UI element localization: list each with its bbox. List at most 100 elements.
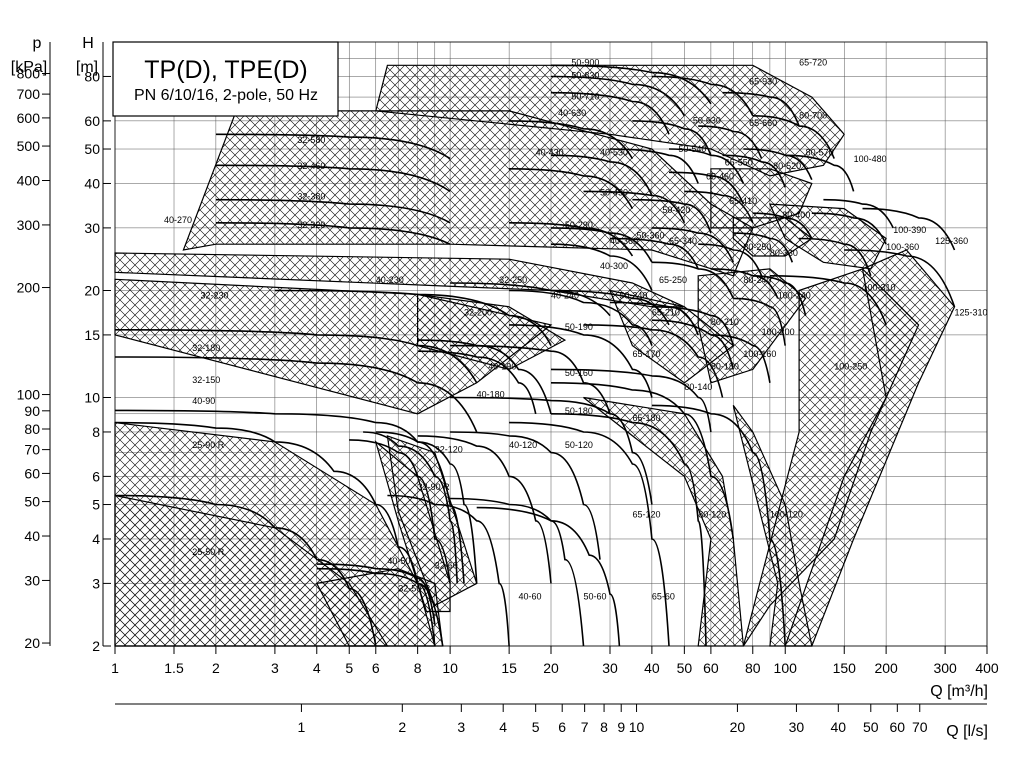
q-tick-label: 3 — [271, 660, 279, 676]
pump-curve — [550, 154, 653, 196]
h-tick-label: 10 — [84, 390, 100, 406]
chart-title: TP(D), TPE(D) — [144, 56, 307, 84]
curve-label: 65-460 — [706, 172, 734, 182]
curve-label: 65-180 — [632, 413, 660, 423]
curve-labels: 50-900 50-830 50-710 40-630 65-930 65-720 80-7… — [164, 57, 988, 601]
pump-curve — [862, 207, 956, 251]
curve-label: 100-160 — [743, 349, 776, 359]
pump-curve — [509, 289, 653, 346]
pump-curve — [710, 334, 771, 383]
title-box: TP(D), TPE(D) PN 6/10/16, 2-pole, 50 Hz — [112, 41, 339, 117]
ls-tick-label: 5 — [532, 719, 540, 735]
q-tick-label: 400 — [975, 660, 999, 676]
y-axis-title: H — [82, 35, 94, 52]
p-tick-label: 300 — [17, 217, 41, 233]
curve-label: 32-150 — [192, 375, 220, 385]
curve-label: 32-380 — [297, 192, 325, 202]
h-tick-label: 2 — [92, 638, 100, 654]
curve-label: 50-190 — [565, 322, 593, 332]
pump-curve — [114, 421, 436, 647]
pump-curve — [349, 439, 451, 584]
p-tick-label: 90 — [24, 403, 40, 419]
pump-curve — [550, 382, 735, 540]
pump-curve — [583, 324, 724, 398]
pump-curve — [799, 237, 872, 277]
hatched-region — [583, 396, 745, 647]
ls-tick-label: 2 — [398, 719, 406, 735]
ls-tick-label: 3 — [457, 719, 465, 735]
pump-curve — [769, 275, 887, 326]
curve-label: 40-180 — [477, 390, 505, 400]
pump-curve — [550, 64, 712, 105]
chart-subtitle: PN 6/10/16, 2-pole, 50 Hz — [134, 87, 318, 104]
ls-tick-label: 8 — [600, 719, 608, 735]
curve-label: 100-310 — [862, 282, 895, 292]
pump-curve — [450, 431, 601, 560]
h-tick-label: 40 — [84, 175, 100, 191]
curve-label: 25-50 R — [192, 547, 225, 557]
q-tick-label: 80 — [745, 660, 761, 676]
curve-label: 32-230 — [201, 290, 229, 300]
hatched-region — [732, 405, 813, 647]
curve-label: 100-250 — [834, 361, 867, 371]
h-tick-label: 15 — [84, 327, 100, 343]
ls-tick-label: 40 — [831, 719, 847, 735]
q-tick-label: 4 — [313, 660, 321, 676]
curve-label: 100-240 — [778, 290, 811, 300]
curve-label: 100-480 — [854, 154, 887, 164]
curve-label: 65-930 — [749, 76, 777, 86]
pump-curve — [509, 168, 634, 209]
curve-label: 40-190 — [488, 361, 516, 371]
pump-curve — [823, 198, 894, 229]
pump-curve — [550, 368, 712, 433]
ls-tick-label: 10 — [629, 719, 645, 735]
curve-label: 65-120 — [632, 509, 660, 519]
pump-curve — [509, 120, 634, 160]
pump-curve — [651, 75, 754, 117]
curve-label: 40-530 — [600, 147, 628, 157]
curve-label: 32-250 — [499, 275, 527, 285]
hatched-region — [609, 289, 735, 384]
pump-curve — [509, 324, 653, 398]
pump-curve — [114, 329, 478, 384]
pump-curve — [316, 563, 436, 625]
curve-label: 80-570 — [806, 147, 834, 157]
h-tick-label: 50 — [84, 141, 100, 157]
pump-curve — [215, 198, 451, 224]
curve-label: 40-240 — [551, 290, 579, 300]
q-tick-label: 6 — [372, 660, 380, 676]
pump-curve — [668, 171, 745, 205]
pump-curve — [710, 268, 779, 299]
h-tick-label: 30 — [84, 220, 100, 236]
p-tick-label: 40 — [24, 528, 40, 544]
pump-curve — [785, 154, 855, 192]
q-tick-label: 150 — [833, 660, 857, 676]
p-tick-label: 30 — [24, 572, 40, 588]
curve-label: 100-390 — [893, 225, 926, 235]
pump-curve — [509, 421, 670, 647]
ls-tick-label: 9 — [617, 719, 625, 735]
curve-label: 50-710 — [571, 91, 599, 101]
pump-curve — [550, 243, 653, 291]
curve-label: 32-90 R — [418, 482, 451, 492]
ls-tick-label: 70 — [912, 719, 928, 735]
ls-tick-label: 6 — [558, 719, 566, 735]
curve-label: 80-330 — [770, 248, 798, 258]
curve-label: 40-300 — [600, 261, 628, 271]
q-tick-label: 200 — [874, 660, 898, 676]
pump-curve — [684, 190, 754, 224]
q-tick-label: 50 — [677, 660, 693, 676]
q-tick-label: 100 — [774, 660, 798, 676]
curve-label: 50-60 — [583, 592, 606, 602]
pump-curve — [698, 243, 763, 277]
curve-label: 50-900 — [571, 57, 599, 67]
pump-curve — [417, 435, 552, 584]
p-tick-label: 100 — [17, 387, 41, 403]
curve-label: 80-520 — [773, 161, 801, 171]
q-tick-label: 300 — [933, 660, 957, 676]
curve-label: 80-210 — [711, 317, 739, 327]
pump-curve — [811, 212, 887, 245]
pump-curve — [363, 431, 458, 584]
